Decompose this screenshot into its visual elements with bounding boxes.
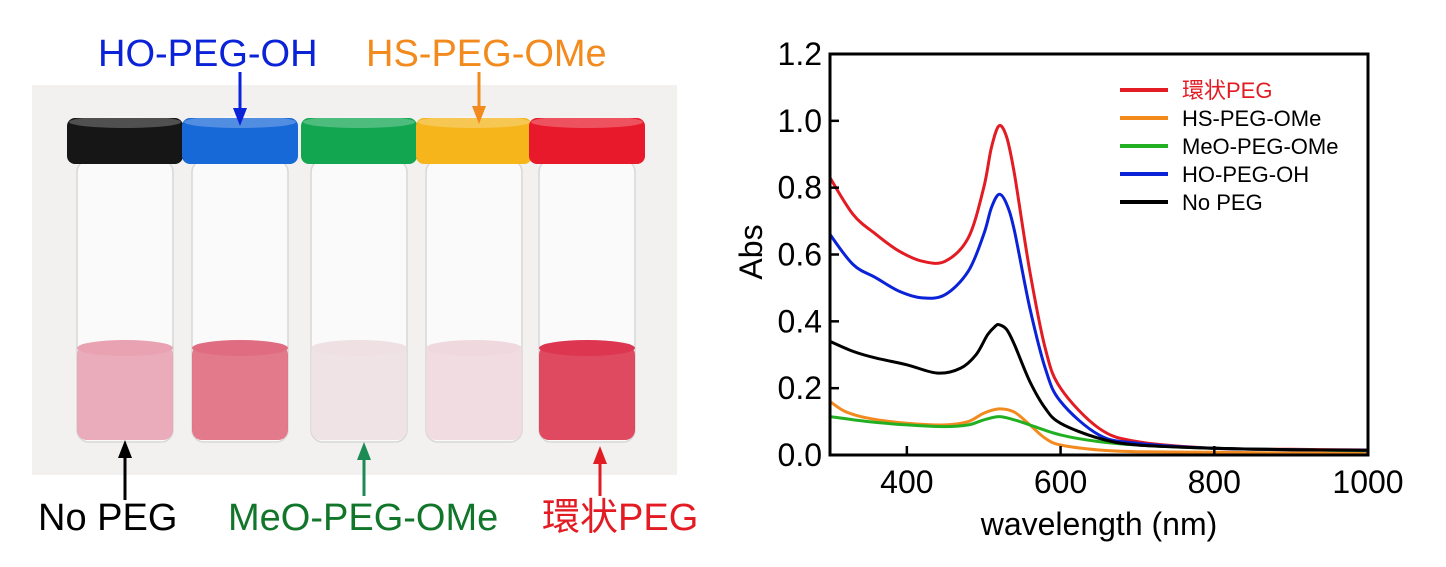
vial-liquid (426, 345, 522, 440)
vial (67, 116, 183, 443)
vials-photo: No PEG HO-PEG-OH MeO-PEG-OMe HS-PEG-OMe … (32, 33, 698, 539)
y-tick-label: 0.0 (778, 437, 822, 473)
x-tick-label: 1000 (1332, 464, 1403, 500)
vial-cap (301, 118, 417, 164)
x-axis-label: wavelength (nm) (980, 506, 1218, 542)
vial-liquid (192, 345, 288, 440)
y-tick-label: 0.4 (778, 303, 822, 339)
vial-cap (67, 118, 183, 164)
vial-cap-highlight (69, 116, 181, 128)
y-axis-label: Abs (733, 224, 769, 279)
vial-arrows (118, 72, 607, 500)
legend-label: 環状PEG (1182, 78, 1272, 103)
series-line (830, 322, 1368, 452)
y-tick-label: 0.8 (778, 170, 822, 206)
arrow-no-peg (118, 440, 132, 500)
vial-cap-highlight (418, 116, 530, 128)
vial-meniscus (192, 340, 288, 356)
x-tick-label: 400 (880, 464, 933, 500)
arrow-cyclic-peg (593, 446, 607, 496)
legend-label: HS-PEG-OMe (1182, 106, 1321, 131)
vial-label-ho-peg-oh: HO-PEG-OH (98, 33, 318, 75)
vial-liquid (539, 345, 635, 440)
legend-label: MeO-PEG-OMe (1182, 134, 1338, 159)
vial (529, 116, 645, 443)
vial-cap-highlight (531, 116, 643, 128)
vial-cap (529, 118, 645, 164)
arrow-hs-peg-ome (472, 72, 486, 124)
legend-label: HO-PEG-OH (1182, 162, 1309, 187)
y-tick-label: 1.0 (778, 103, 822, 139)
legend-label: No PEG (1182, 190, 1263, 215)
vial-meniscus (539, 340, 635, 356)
series-line (830, 192, 1368, 452)
vial-liquid (311, 345, 407, 440)
y-tick-label: 1.2 (778, 36, 822, 72)
vial-cap-highlight (303, 116, 415, 128)
vial-liquid (77, 345, 173, 440)
vial (301, 116, 417, 443)
vial-meniscus (426, 340, 522, 356)
vial-meniscus (311, 340, 407, 356)
axis-ticks: 0.0 0.2 0.4 0.6 0.8 1.0 1.2 400 600 800 1000 (778, 36, 1404, 500)
vial (182, 116, 298, 443)
vial-label-hs-peg-ome: HS-PEG-OMe (366, 33, 607, 75)
x-tick-label: 600 (1034, 464, 1087, 500)
y-tick-label: 0.2 (778, 370, 822, 406)
vial-cap (182, 118, 298, 164)
vial-label-cyclic-peg: 環状PEG (542, 497, 698, 539)
vial-label-meo-peg-ome: MeO-PEG-OMe (228, 497, 498, 539)
vials-group (67, 116, 645, 443)
series-group (830, 124, 1368, 455)
arrow-ho-peg-oh (233, 72, 247, 126)
absorbance-chart: 0.0 0.2 0.4 0.6 0.8 1.0 1.2 400 600 800 1000 Abs w… (733, 36, 1404, 542)
vial-cap (416, 118, 532, 164)
series-line (830, 400, 1368, 455)
vial (416, 116, 532, 443)
x-tick-label: 800 (1188, 464, 1241, 500)
legend: 環状PEG HS-PEG-OMe MeO-PEG-OMe HO-PEG-OH No PE… (1120, 78, 1338, 215)
arrow-meo-peg-ome (357, 442, 371, 496)
series-line (830, 124, 1368, 452)
y-tick-label: 0.6 (778, 237, 822, 273)
vial-labels: No PEG HO-PEG-OH MeO-PEG-OMe HS-PEG-OMe … (38, 33, 698, 539)
vial-meniscus (77, 340, 173, 356)
vial-label-no-peg: No PEG (38, 497, 177, 539)
